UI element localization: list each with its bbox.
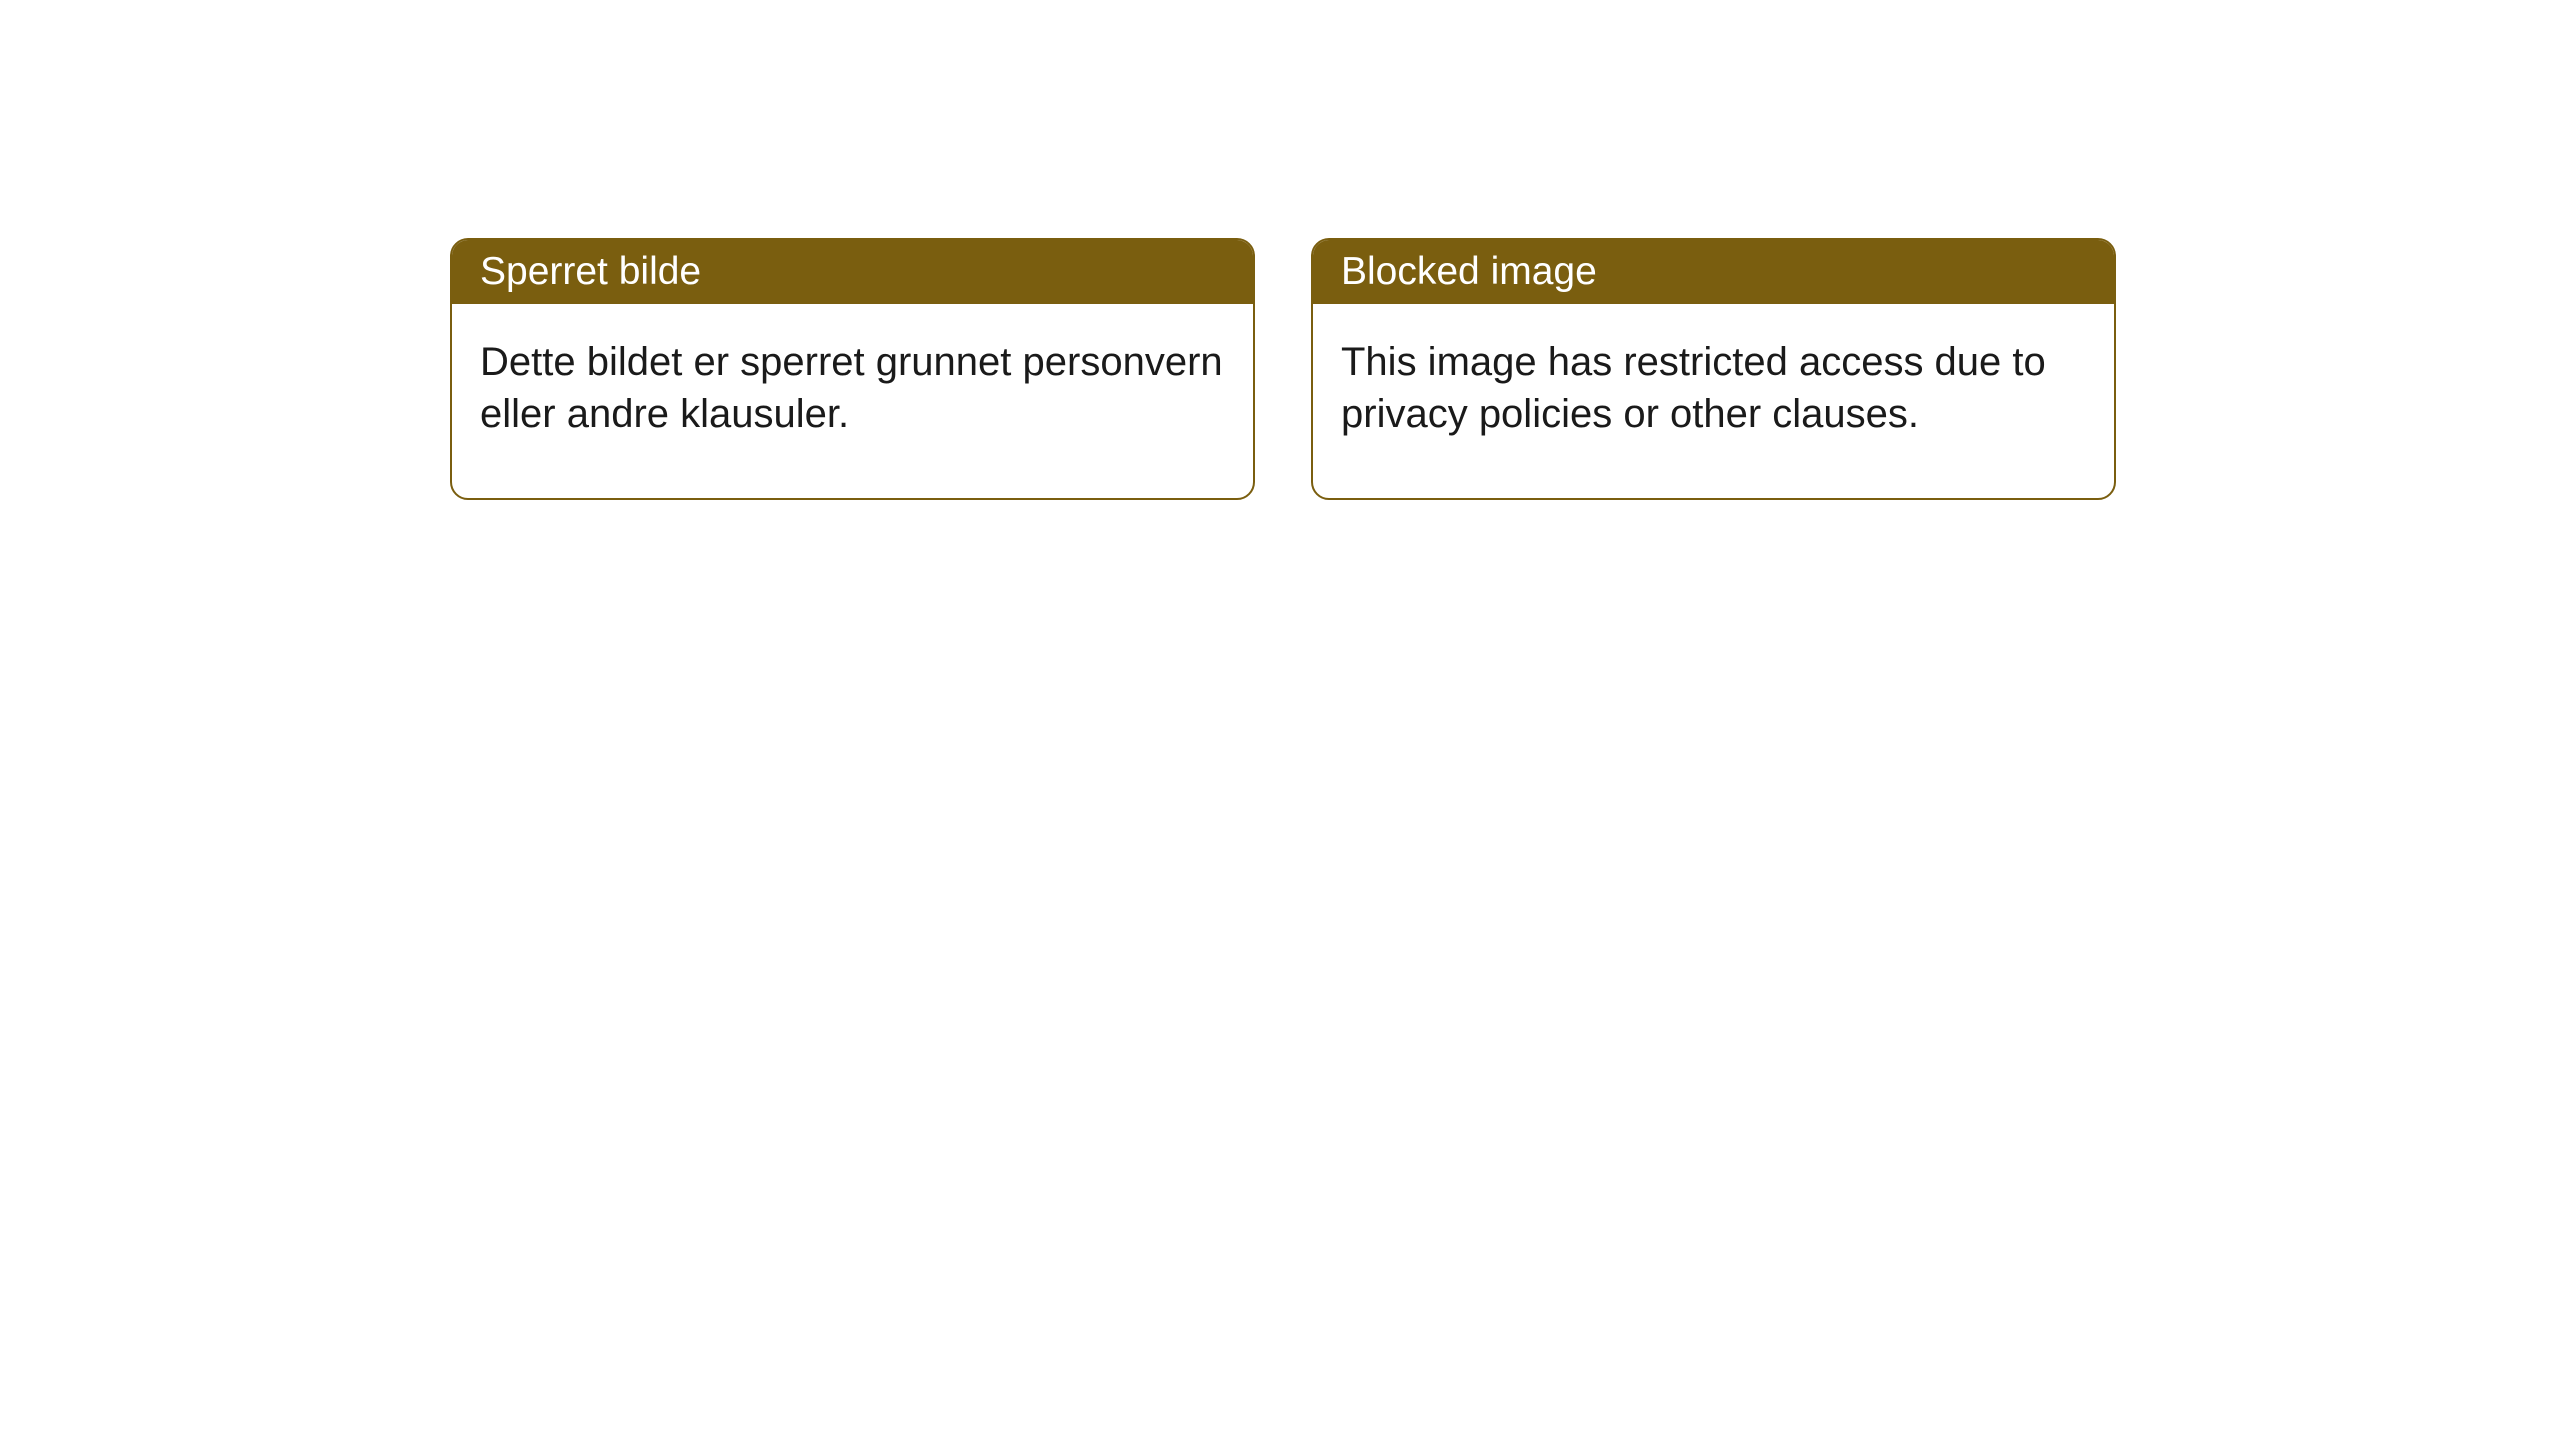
notice-card-norwegian: Sperret bilde Dette bildet er sperret gr… — [450, 238, 1255, 500]
notice-title: Blocked image — [1341, 250, 1597, 293]
notice-header: Sperret bilde — [452, 240, 1253, 304]
notice-container: Sperret bilde Dette bildet er sperret gr… — [0, 0, 2560, 500]
notice-body-text: This image has restricted access due to … — [1341, 340, 2046, 436]
notice-body: This image has restricted access due to … — [1313, 304, 2114, 498]
notice-body-text: Dette bildet er sperret grunnet personve… — [480, 340, 1223, 436]
notice-body: Dette bildet er sperret grunnet personve… — [452, 304, 1253, 498]
notice-header: Blocked image — [1313, 240, 2114, 304]
notice-title: Sperret bilde — [480, 250, 701, 293]
notice-card-english: Blocked image This image has restricted … — [1311, 238, 2116, 500]
